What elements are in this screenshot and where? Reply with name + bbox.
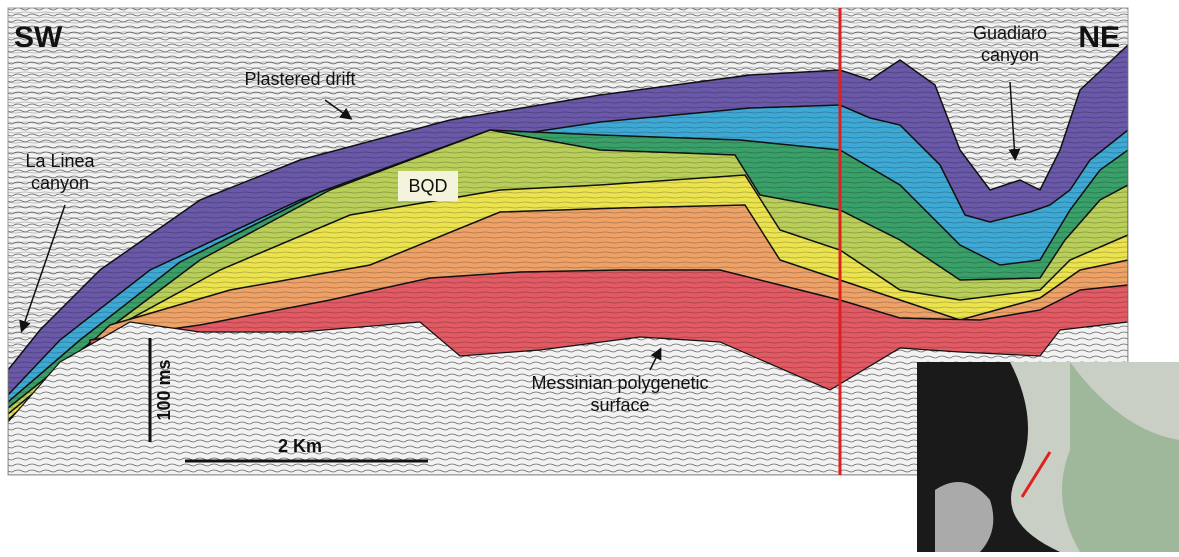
annotation: La Linea canyon [5, 150, 115, 194]
annotation: Guadiaro canyon [960, 22, 1060, 66]
sw-label: SW [14, 21, 63, 54]
figure: SW NE Plastered drift La Linea canyon BQ… [0, 0, 1179, 552]
annotation-box: Messinian polygenetic surface [520, 372, 720, 422]
vertical-scale-label: 100 ms [154, 359, 174, 420]
annotation: BQD [408, 176, 447, 196]
annotation: Messinian polygenetic surface [520, 372, 720, 416]
annotation: Plastered drift [244, 69, 355, 89]
horizontal-scale-label: 2 Km [278, 436, 322, 456]
annotation-box: Guadiaro canyon [960, 22, 1060, 72]
ne-label: NE [1078, 21, 1120, 54]
location-inset [917, 362, 1179, 552]
annotation-box: La Linea canyon [5, 150, 115, 200]
